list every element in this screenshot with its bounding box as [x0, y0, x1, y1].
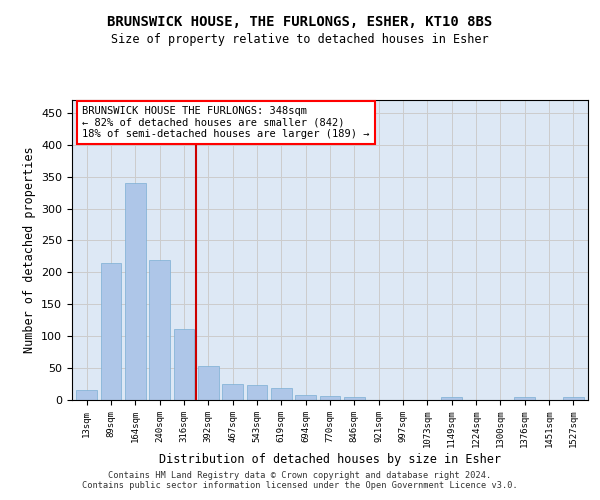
Bar [563, 398, 584, 400]
Bar [76, 390, 97, 400]
Bar [295, 395, 316, 400]
Bar [173, 329, 194, 400]
Bar [101, 263, 121, 400]
Bar [222, 384, 243, 400]
Bar [125, 183, 146, 400]
Text: Size of property relative to detached houses in Esher: Size of property relative to detached ho… [111, 32, 489, 46]
Bar [149, 260, 170, 400]
Bar [442, 398, 462, 400]
Text: BRUNSWICK HOUSE, THE FURLONGS, ESHER, KT10 8BS: BRUNSWICK HOUSE, THE FURLONGS, ESHER, KT… [107, 15, 493, 29]
Bar [320, 396, 340, 400]
Bar [271, 388, 292, 400]
Bar [514, 398, 535, 400]
X-axis label: Distribution of detached houses by size in Esher: Distribution of detached houses by size … [159, 453, 501, 466]
Y-axis label: Number of detached properties: Number of detached properties [23, 146, 35, 354]
Text: BRUNSWICK HOUSE THE FURLONGS: 348sqm
← 82% of detached houses are smaller (842)
: BRUNSWICK HOUSE THE FURLONGS: 348sqm ← 8… [82, 106, 370, 139]
Text: Contains HM Land Registry data © Crown copyright and database right 2024.
Contai: Contains HM Land Registry data © Crown c… [82, 470, 518, 490]
Bar [344, 398, 365, 400]
Bar [198, 366, 218, 400]
Bar [247, 386, 268, 400]
